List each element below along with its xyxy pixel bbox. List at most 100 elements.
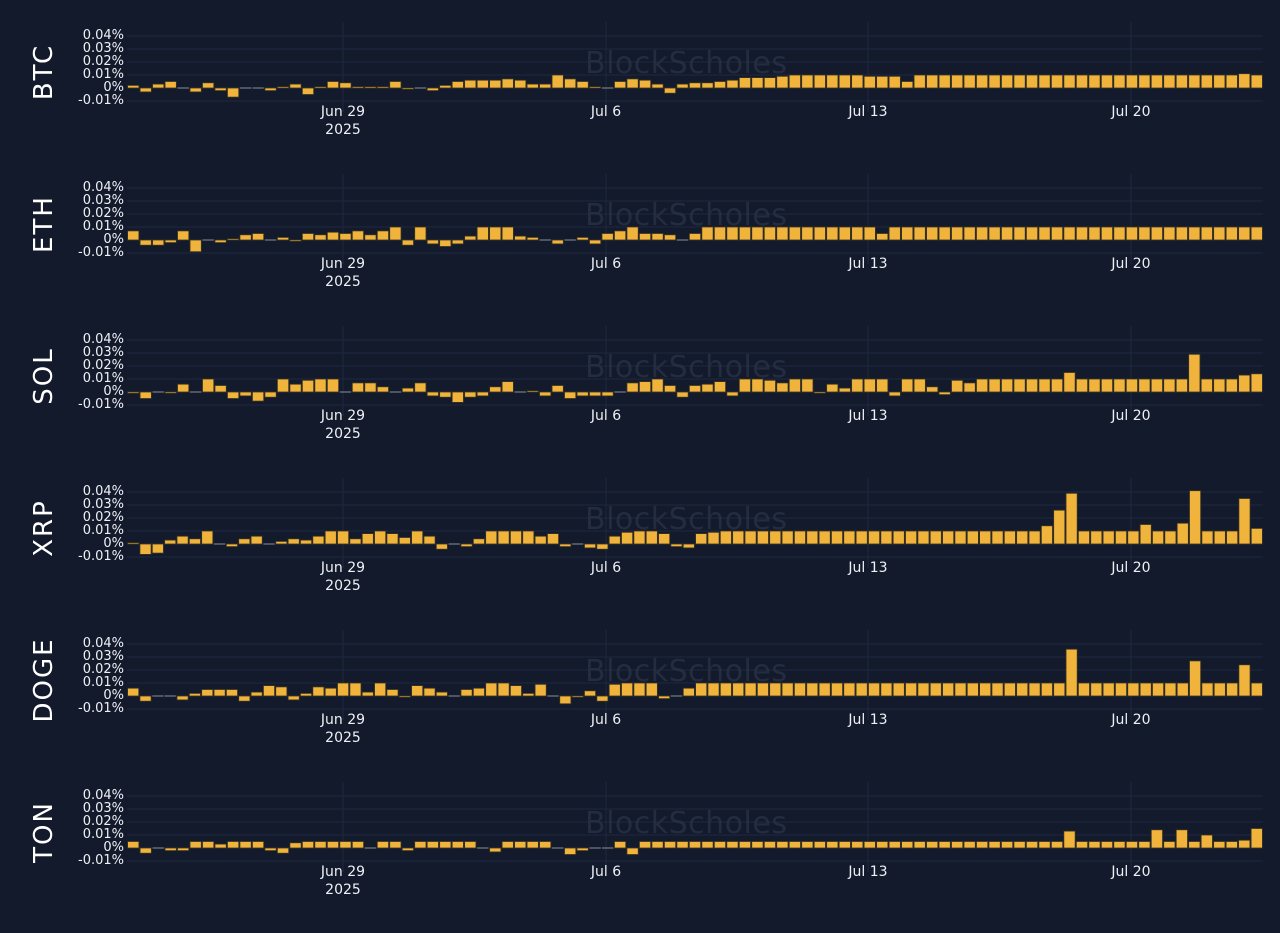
bar [876,233,889,241]
bar [826,74,839,89]
bar [1013,378,1026,393]
x-tick-label: Jun 29 2025 [321,255,365,291]
bar [1213,530,1226,545]
bar [1053,682,1066,697]
bar [926,226,939,241]
bar [756,530,769,545]
bar [756,682,769,697]
bar [663,234,677,241]
bar [1238,664,1251,697]
bar [639,841,652,849]
bar [376,386,389,393]
bar [688,841,702,849]
chart-panel-sol: SOL 0.04% 0.03% 0.02% 0.01% 0% -0.01% BlockScho… [0,326,1280,477]
bar [361,691,374,697]
bar [1063,226,1076,241]
x-tick-date: Jul 13 [848,408,888,424]
bar [1038,226,1051,241]
bar [250,535,263,545]
bar [813,74,826,89]
bar [448,695,460,697]
watermark: BlockScholes [585,198,788,233]
bar [1139,524,1152,545]
y-tick-label: 0.03% [82,41,124,56]
bar [1038,841,1051,849]
y-tick-label: -0.01% [78,701,124,716]
bar [626,78,639,89]
y-tick-label: 0.02% [82,206,124,221]
bar [252,841,265,849]
bar [176,695,189,701]
bar [892,530,905,545]
bar [688,233,702,241]
watermark: BlockScholes [585,806,788,841]
x-tick-label: Jul 6 [591,407,621,425]
bar [250,691,263,697]
bar [713,81,727,89]
bar [351,230,364,241]
chart-panel-xrp: XRP 0.04% 0.03% 0.02% 0.01% 0% -0.01% BlockScho… [0,478,1280,629]
x-tick-date: Jun 29 [320,560,366,576]
bar [806,530,819,545]
bar [1013,226,1026,241]
asset-label: BTC [29,43,59,101]
bar [1088,226,1101,241]
bar [252,391,265,402]
x-tick-date: Jun 29 [320,408,366,424]
bar [314,841,327,849]
bar [751,378,764,393]
bar [1102,530,1115,545]
bar [423,687,436,697]
bar [312,535,325,545]
bar [326,231,340,241]
bar [1138,74,1151,89]
bar [472,538,485,545]
bar [688,385,702,393]
bar [801,378,814,393]
bar [838,387,851,393]
bar [451,81,464,89]
bar [314,86,327,89]
y-tick-label: 0.03% [82,497,124,512]
watermark: BlockScholes [585,46,788,81]
bar [534,535,547,545]
bar [1013,74,1026,89]
bar [963,74,976,89]
bar [584,543,597,549]
x-tick-label: Jul 20 [1111,255,1150,273]
bar [1001,226,1014,241]
bar [559,543,572,547]
bar [489,79,502,89]
watermark: BlockScholes [585,654,788,689]
bar [1113,378,1126,393]
x-tick-date: Jul 20 [1111,408,1151,424]
bar [127,85,140,89]
bar [1100,226,1113,241]
y-axis-ticks: 0.04% 0.03% 0.02% 0.01% 0% -0.01% [60,326,124,416]
bar [596,695,609,702]
bar [626,847,639,855]
bar [301,379,315,393]
bar [239,391,252,397]
bar [719,682,732,697]
bar [213,689,226,697]
bar [514,79,527,89]
y-tick-label: -0.01% [78,853,124,868]
bar [876,75,889,89]
bar [905,530,918,545]
bar [892,682,905,697]
bar [806,682,819,697]
bar [276,847,290,854]
bar [1088,378,1101,393]
y-tick-label: -0.01% [78,549,124,564]
bar [460,543,473,547]
bar [564,847,577,855]
bar [439,85,452,89]
bar [951,226,964,241]
bar [300,539,313,545]
bar [1125,74,1138,89]
bar [152,391,164,393]
x-tick-label: Jul 13 [848,407,887,425]
bar [539,841,552,849]
bar [801,841,814,849]
